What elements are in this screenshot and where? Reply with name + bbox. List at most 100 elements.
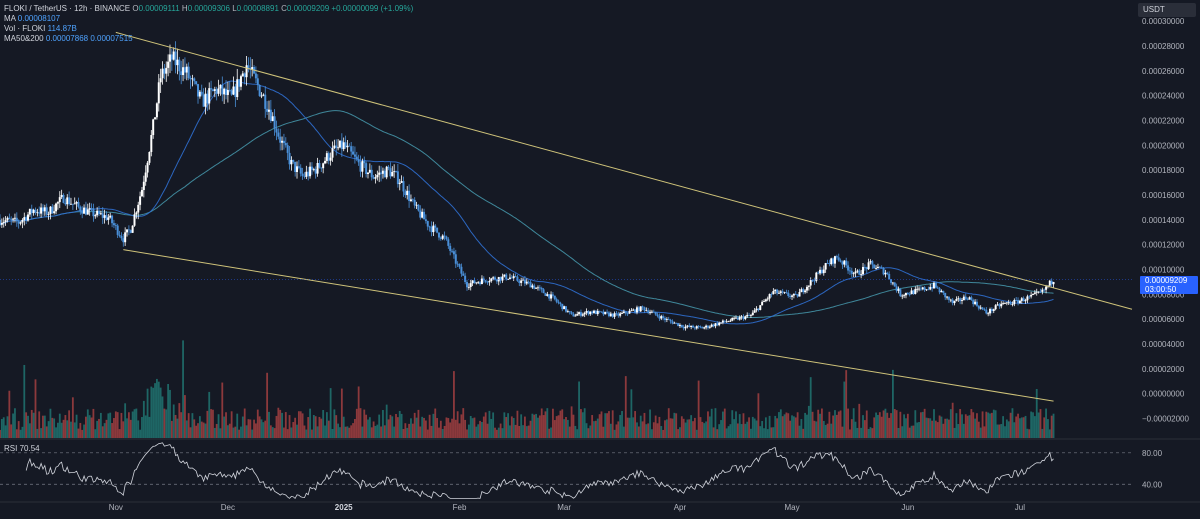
volume-bar bbox=[514, 424, 517, 438]
candle-body bbox=[959, 298, 962, 301]
volume-bar bbox=[624, 376, 627, 438]
candle-body bbox=[8, 217, 11, 220]
volume-bar bbox=[402, 428, 405, 438]
candle-body bbox=[281, 140, 284, 143]
candle-body bbox=[931, 287, 934, 289]
candle-body bbox=[68, 197, 71, 205]
volume-bar bbox=[841, 426, 844, 438]
candle-body bbox=[622, 311, 625, 313]
volume-bar bbox=[363, 409, 366, 438]
candle-body bbox=[84, 207, 87, 215]
candle-body bbox=[157, 82, 160, 104]
volume-bar bbox=[223, 416, 226, 438]
volume-bar bbox=[90, 417, 93, 438]
candle-body bbox=[792, 293, 795, 296]
volume-bar bbox=[849, 429, 851, 438]
volume-bar bbox=[469, 415, 472, 438]
candle-body bbox=[350, 146, 353, 152]
x-tick-label: Jul bbox=[1015, 503, 1025, 512]
volume-bar bbox=[169, 389, 171, 438]
candle-body bbox=[533, 285, 536, 289]
ma50-value: 0.00007868 bbox=[45, 34, 89, 43]
volume-bar bbox=[587, 428, 590, 438]
candle-body bbox=[839, 260, 842, 262]
candle-body bbox=[269, 109, 272, 121]
volume-bar bbox=[524, 416, 526, 438]
candle-body bbox=[239, 76, 242, 87]
candle-body bbox=[62, 194, 65, 203]
volume-bar bbox=[746, 421, 749, 438]
volume-bar bbox=[1043, 417, 1046, 438]
volume-bar bbox=[576, 429, 579, 438]
candle-body bbox=[316, 162, 319, 174]
last-price-value: 0.00009209 bbox=[1145, 276, 1188, 285]
candle-body bbox=[777, 292, 780, 294]
volume-bar bbox=[262, 422, 265, 438]
volume-bar bbox=[62, 419, 65, 438]
volume-bar bbox=[432, 413, 435, 438]
candle-body bbox=[787, 292, 790, 296]
candle-body bbox=[749, 315, 752, 316]
volume-bar bbox=[305, 429, 308, 438]
volume-bar bbox=[131, 411, 134, 438]
candle-body bbox=[355, 156, 358, 160]
volume-bar bbox=[725, 428, 728, 438]
candle-body bbox=[329, 157, 332, 161]
change-value: +0.00000099 (+1.09%) bbox=[331, 4, 414, 13]
volume-bar bbox=[400, 413, 403, 438]
volume-bar bbox=[583, 408, 586, 438]
volume-bar bbox=[871, 428, 874, 438]
rsi-legend[interactable]: RSI 70.54 bbox=[4, 444, 40, 453]
volume-bar bbox=[970, 409, 973, 438]
volume-bar bbox=[873, 417, 876, 438]
candle-body bbox=[723, 320, 726, 322]
ma50-200-row[interactable]: MA50&200 0.00007868 0.00007515 bbox=[4, 34, 413, 44]
candle-body bbox=[299, 167, 302, 174]
volume-bar bbox=[946, 418, 948, 438]
volume-bar bbox=[391, 416, 394, 438]
candle-body bbox=[178, 59, 181, 72]
candles bbox=[0, 41, 1055, 331]
candle-body bbox=[553, 295, 556, 300]
candle-body bbox=[647, 310, 650, 313]
symbol-title[interactable]: FLOKI / TetherUS · 12h · BINANCE bbox=[4, 4, 131, 13]
candle-body bbox=[1030, 294, 1033, 297]
candle-body bbox=[776, 289, 779, 294]
y-tick-label: 0.00026000 bbox=[1142, 67, 1185, 76]
volume-bar bbox=[619, 414, 622, 438]
volume-bar bbox=[854, 421, 857, 438]
candle-body bbox=[193, 78, 196, 82]
candle-body bbox=[671, 321, 674, 324]
candle-body bbox=[492, 277, 495, 279]
candle-body bbox=[813, 280, 816, 282]
candle-body bbox=[891, 282, 894, 284]
y-tick-label: 0.00030000 bbox=[1142, 17, 1185, 26]
volume-bar bbox=[154, 383, 156, 438]
candle-body bbox=[637, 307, 640, 312]
candle-body bbox=[441, 235, 444, 239]
volume-bar bbox=[273, 428, 276, 438]
volume-bar bbox=[324, 425, 326, 438]
volume-bar bbox=[903, 414, 906, 438]
volume-bar bbox=[387, 419, 390, 438]
candle-body bbox=[912, 290, 915, 294]
ma-row[interactable]: MA 0.00008107 bbox=[4, 14, 413, 24]
candle-body bbox=[409, 199, 412, 201]
candle-body bbox=[51, 206, 54, 214]
candle-body bbox=[223, 88, 226, 95]
volume-bar bbox=[643, 412, 646, 438]
candle-body bbox=[370, 169, 373, 178]
volume-bar bbox=[404, 423, 407, 438]
candle-body bbox=[634, 309, 637, 313]
candle-body bbox=[187, 66, 190, 79]
candle-body bbox=[340, 140, 343, 150]
candle-body bbox=[734, 317, 737, 319]
open-value: 0.00009111 bbox=[138, 4, 180, 13]
candle-body bbox=[650, 311, 653, 313]
candle-body bbox=[25, 217, 28, 221]
vol-row[interactable]: Vol · FLOKI 114.87B bbox=[4, 24, 413, 34]
currency-badge[interactable]: USDT bbox=[1138, 3, 1196, 17]
last-price-tag: 0.00009209 03:00:50 bbox=[1140, 276, 1198, 294]
volume-bar bbox=[826, 423, 829, 438]
